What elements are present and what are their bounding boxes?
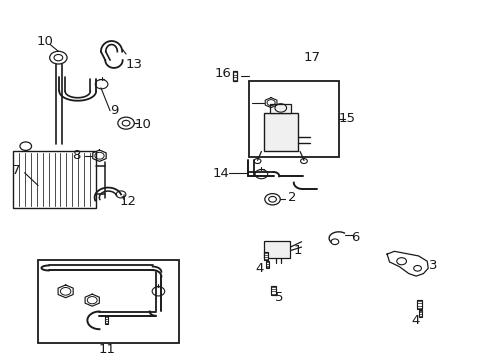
- Bar: [38, 260, 179, 343]
- Text: 12: 12: [120, 194, 137, 208]
- Text: 9: 9: [110, 104, 118, 117]
- Bar: [419, 310, 422, 317]
- Text: 4: 4: [410, 314, 419, 327]
- Text: 17: 17: [303, 51, 320, 64]
- Text: 14: 14: [212, 167, 229, 180]
- Bar: [265, 261, 269, 268]
- Text: 10: 10: [37, 35, 54, 48]
- Bar: [269, 104, 291, 113]
- Text: 4: 4: [255, 262, 264, 275]
- Bar: [105, 316, 108, 324]
- Text: 6: 6: [351, 231, 359, 244]
- Bar: [232, 71, 237, 81]
- Bar: [271, 285, 275, 295]
- Bar: [264, 113, 297, 152]
- Text: 13: 13: [125, 58, 142, 71]
- Text: 11: 11: [98, 342, 115, 356]
- Text: 5: 5: [274, 291, 283, 304]
- Bar: [249, 81, 338, 157]
- Bar: [13, 152, 95, 208]
- Text: 10: 10: [134, 118, 151, 131]
- Text: 15: 15: [338, 112, 355, 125]
- Text: 1: 1: [293, 244, 301, 257]
- Text: 3: 3: [428, 259, 436, 272]
- Text: 8: 8: [72, 149, 81, 162]
- Bar: [264, 241, 290, 258]
- Text: 2: 2: [287, 191, 296, 204]
- Bar: [264, 252, 267, 260]
- Text: 16: 16: [214, 67, 231, 80]
- Text: 7: 7: [12, 165, 20, 177]
- Bar: [417, 300, 421, 309]
